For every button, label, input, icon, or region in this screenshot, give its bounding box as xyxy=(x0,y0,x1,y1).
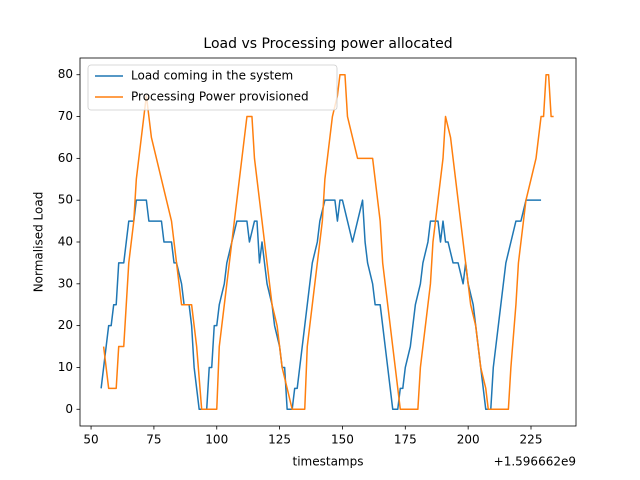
x-tick-label: 175 xyxy=(394,433,417,447)
x-axis-label: timestamps xyxy=(293,455,364,469)
y-tick-label: 50 xyxy=(58,193,73,207)
y-axis-label: Normalised Load xyxy=(32,192,46,293)
legend-box xyxy=(87,64,338,111)
y-tick-label: 40 xyxy=(58,235,73,249)
y-tick-label: 70 xyxy=(58,109,73,123)
x-tick-label: 125 xyxy=(268,433,291,447)
x-tick-label: 225 xyxy=(520,433,543,447)
legend-label: Load coming in the system xyxy=(131,69,293,83)
y-tick-label: 0 xyxy=(65,402,73,416)
x-tick-label: 75 xyxy=(146,433,161,447)
y-tick-label: 30 xyxy=(58,276,73,290)
x-tick-label: 150 xyxy=(331,433,354,447)
y-tick-label: 20 xyxy=(58,318,73,332)
legend-label: Processing Power provisioned xyxy=(131,90,309,104)
series-line xyxy=(100,199,542,411)
series-line xyxy=(102,73,554,411)
x-tick-label: 200 xyxy=(457,433,480,447)
x-offset-label: +1.596662e9 xyxy=(494,455,576,469)
y-tick-label: 10 xyxy=(58,360,73,374)
chart-title: Load vs Processing power allocated xyxy=(203,36,452,52)
x-tick-label: 100 xyxy=(205,433,228,447)
x-tick-label: 50 xyxy=(83,433,98,447)
y-tick-label: 60 xyxy=(58,151,73,165)
y-tick-label: 80 xyxy=(58,67,73,81)
plot-frame xyxy=(79,57,577,427)
